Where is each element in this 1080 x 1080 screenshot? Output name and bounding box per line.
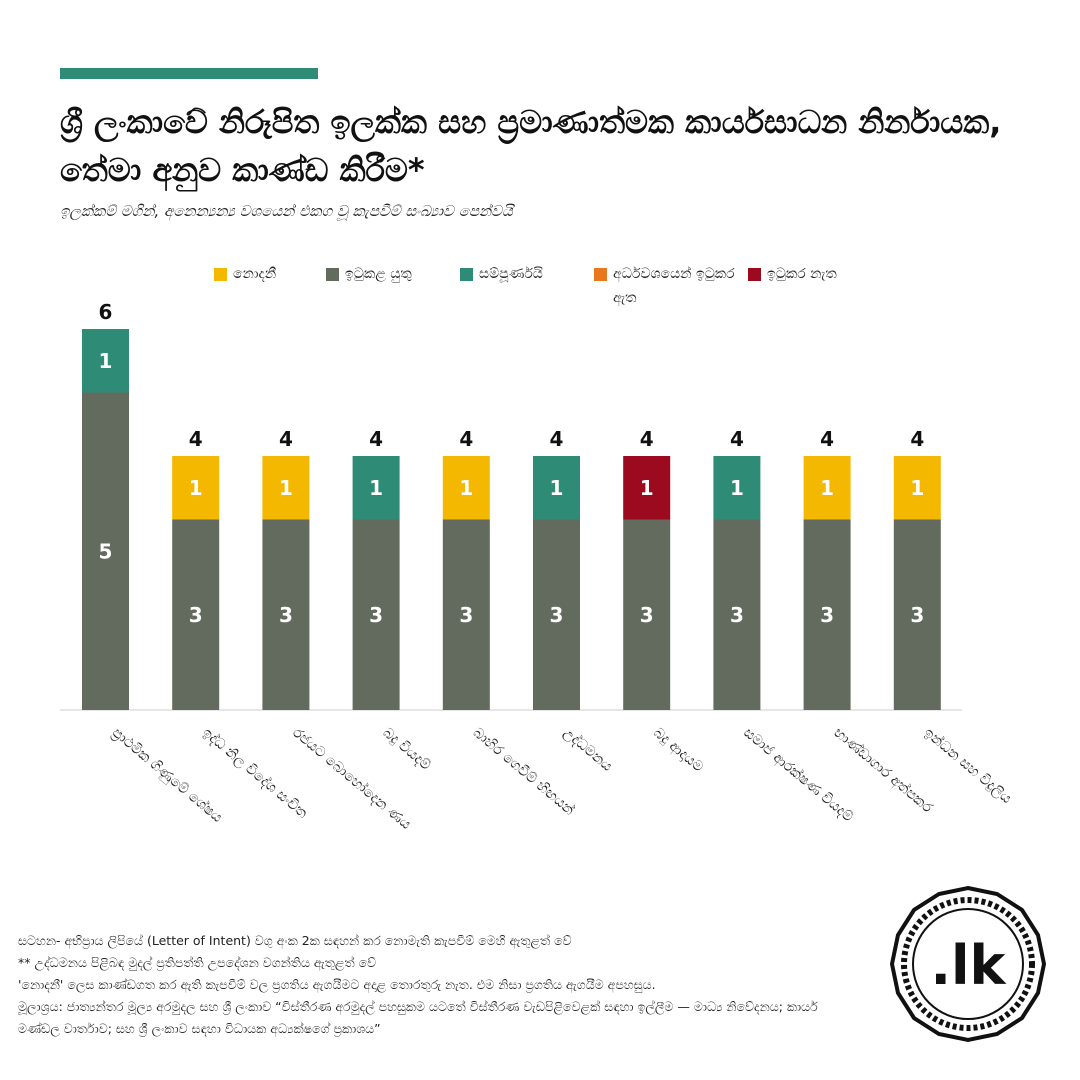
legend-label: නොදනී bbox=[233, 266, 277, 282]
legend: නොදනී ඉටුකළ යුතු සම්පූර්ණයි අර්ධවශයෙන් ඉ… bbox=[214, 262, 1034, 312]
bar-segment bbox=[442, 519, 490, 710]
bar-total-label: 4 bbox=[820, 427, 834, 451]
logo-inner-circle bbox=[912, 908, 1024, 1020]
bar-value-label: 3 bbox=[640, 603, 654, 627]
legend-item-unknown: නොදනී bbox=[214, 262, 323, 286]
bar-value-label: 1 bbox=[459, 476, 473, 500]
bar-value-label: 1 bbox=[910, 476, 924, 500]
legend-swatch bbox=[326, 268, 339, 281]
bar-segment bbox=[533, 456, 580, 520]
bar-segment bbox=[623, 456, 671, 520]
bar-segment bbox=[803, 519, 851, 710]
bar-segment bbox=[713, 519, 761, 710]
legend-swatch bbox=[460, 268, 473, 281]
bar-value-label: 1 bbox=[820, 476, 834, 500]
chart-title: ශ්‍රී ලංකාවේ නිරූපිත ඉලක්ක සහ ප්‍රමාණාත්… bbox=[60, 103, 1002, 189]
category-label: බදු ආදායම bbox=[649, 725, 706, 777]
legend-item-to-be-done: ඉටුකළ යුතු bbox=[326, 262, 465, 286]
category-label: බදු වියදම් bbox=[380, 725, 434, 774]
bar-total-label: 4 bbox=[459, 427, 473, 451]
bar-total-label: 6 bbox=[99, 300, 113, 324]
bar-total-label: 4 bbox=[279, 427, 293, 451]
lk-logo: .lk bbox=[889, 885, 1047, 1043]
bar-value-label: 1 bbox=[550, 476, 564, 500]
legend-swatch bbox=[214, 268, 227, 281]
accent-bar bbox=[60, 68, 318, 79]
bar-value-label: 3 bbox=[820, 603, 834, 627]
category-label: ඉන්ධන සහ විදුලිය bbox=[921, 725, 1015, 807]
legend-label: ඉටුකර නැත bbox=[767, 266, 837, 282]
footer-notes: සටහන- අභිප්‍රාය ලිපියේ (Letter of Intent… bbox=[18, 930, 818, 1040]
bar-segment bbox=[352, 456, 400, 520]
footer-note-3: 'නොදනී' ලෙස කාණ්ඩගත කර ඇති කැපවීම් වල ප්… bbox=[18, 977, 656, 992]
bar-segment bbox=[82, 329, 129, 393]
bar-total-label: 4 bbox=[369, 427, 383, 451]
footer-note-1: සටහන- අභිප්‍රාය ලිපියේ (Letter of Intent… bbox=[18, 933, 572, 948]
bar-total-label: 4 bbox=[550, 427, 564, 451]
footer-note-2: ** උද්ධමනය පිළිබඳ මුදල් ප්‍රතිපත්ති උපදේ… bbox=[18, 955, 377, 970]
bar-value-label: 5 bbox=[99, 539, 113, 563]
bar-total-label: 4 bbox=[910, 427, 924, 451]
bar-value-label: 1 bbox=[369, 476, 383, 500]
bar-value-label: 3 bbox=[279, 603, 293, 627]
chart-subtitle: ඉලක්කම් මගින්, අනෙන්‍යන්‍ය වශයෙන් එකග වූ… bbox=[60, 202, 513, 220]
legend-swatch bbox=[748, 268, 761, 281]
legend-label: සම්පූර්ණයි bbox=[479, 266, 543, 282]
bar-segment bbox=[713, 456, 761, 520]
bar-segment bbox=[82, 392, 129, 710]
bar-segment bbox=[893, 456, 941, 520]
category-label: උද්ධමනය bbox=[560, 725, 615, 775]
legend-item-not-done: ඉටුකර නැත bbox=[748, 262, 887, 286]
bar-segment bbox=[172, 456, 220, 520]
bar-segment bbox=[623, 519, 671, 710]
legend-swatch bbox=[594, 268, 607, 281]
bar-total-label: 4 bbox=[730, 427, 744, 451]
bar-segment bbox=[803, 456, 851, 520]
legend-item-partially-done: අර්ධවශයෙන් ඉටුකර ඇත bbox=[594, 262, 743, 310]
legend-item-completed: සම්පූර්ණයි bbox=[460, 262, 599, 286]
bar-value-label: 3 bbox=[550, 603, 564, 627]
legend-label: ඉටුකළ යුතු bbox=[345, 266, 412, 282]
bar-segment bbox=[262, 519, 310, 710]
bar-total-label: 4 bbox=[189, 427, 203, 451]
bar-value-label: 1 bbox=[279, 476, 293, 500]
bar-value-label: 1 bbox=[640, 476, 654, 500]
bar-value-label: 3 bbox=[369, 603, 383, 627]
bar-value-label: 1 bbox=[730, 476, 744, 500]
bar-segment bbox=[172, 519, 220, 710]
logo-text: .lk bbox=[931, 934, 1007, 997]
bar-segment bbox=[262, 456, 310, 520]
bar-segment bbox=[893, 519, 941, 710]
bar-value-label: 1 bbox=[99, 349, 113, 373]
bar-value-label: 1 bbox=[189, 476, 203, 500]
bar-value-label: 3 bbox=[459, 603, 473, 627]
bar-segment bbox=[442, 456, 490, 520]
logo-pattern-ring bbox=[901, 897, 1035, 1031]
legend-label: අර්ධවශයෙන් ඉටුකර ඇත bbox=[613, 266, 735, 306]
footer-source: මූලාශ්‍රය: ජාත්‍යන්තර මූල්‍ය අරමුදල සහ ශ… bbox=[18, 999, 818, 1036]
bar-value-label: 3 bbox=[730, 603, 744, 627]
bar-segment bbox=[352, 519, 400, 710]
category-label: බාහිර ගෙවීම් හිඟයන් bbox=[470, 725, 578, 819]
bar-value-label: 3 bbox=[910, 603, 924, 627]
bar-segment bbox=[533, 519, 580, 710]
bar-value-label: 3 bbox=[189, 603, 203, 627]
bar-total-label: 4 bbox=[640, 427, 654, 451]
